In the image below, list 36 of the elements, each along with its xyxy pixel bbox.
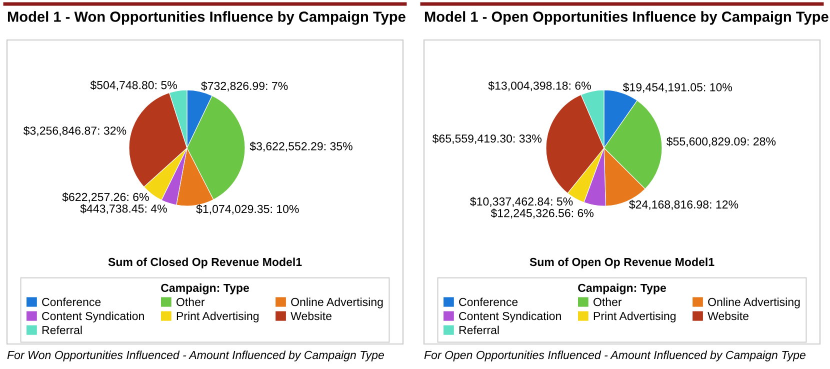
text: Sum of Open Op Revenue Model1 — [530, 258, 714, 268]
data-label: $622,257.26: 6% — [62, 192, 149, 202]
data-label: $55,600,829.09: 28% — [666, 136, 776, 147]
legend-label: Other — [176, 298, 205, 306]
data-label: $10,337,462.84: 5% — [470, 196, 573, 207]
legend-label: Content Syndication — [42, 312, 144, 322]
legend-label: Print Advertising — [176, 312, 259, 322]
data-label: $13,004,398.18: 6% — [488, 81, 591, 92]
legend-title: Campaign: Type — [578, 284, 666, 294]
text: Sum of Closed Op Revenue Model1 — [108, 258, 302, 268]
legend-label: Online Advertising — [291, 298, 383, 308]
data-label: $1,074,029.35: 10% — [196, 204, 299, 214]
legend-label: Website — [708, 312, 748, 320]
data-label: $19,454,191.05: 10% — [622, 82, 732, 93]
legend-label: Online Advertising — [708, 298, 800, 308]
legend-label: Conference — [459, 298, 518, 306]
text: For Open Opportunities Influenced - Amount Influenced by Campaign Type — [424, 350, 806, 362]
legend-label: Referral — [42, 326, 82, 334]
legend-label: Print Advertising — [594, 312, 676, 322]
data-label: $3,256,846.87: 32% — [23, 126, 126, 136]
legend-label: Conference — [42, 298, 101, 306]
data-label: $443,738.45: 4% — [80, 204, 167, 214]
legend-label: Referral — [459, 326, 499, 334]
legend-label: Content Syndication — [459, 312, 561, 322]
data-label: $504,748.80: 5% — [90, 80, 177, 91]
chart-title: Model 1 - Open Opportunities Influence by Campaign Type — [424, 11, 828, 25]
legend-label: Website — [290, 312, 332, 320]
chart-title: Model 1 - Won Opportunities Influence by Campaign Type — [8, 11, 406, 25]
legend-label: Other — [594, 298, 622, 306]
data-label: $12,245,326.56: 6% — [490, 208, 594, 219]
data-label: $24,168,816.98: 12% — [629, 200, 738, 210]
text: For Won Opportunities Influenced - Amount Influenced by Campaign Type — [7, 350, 384, 362]
data-label: $3,622,552.29: 35% — [250, 142, 352, 152]
data-label: $732,826.99: 7% — [201, 81, 288, 92]
data-label: $65,559,419.30: 33% — [432, 134, 542, 144]
legend-title: Campaign: Type — [161, 284, 250, 294]
